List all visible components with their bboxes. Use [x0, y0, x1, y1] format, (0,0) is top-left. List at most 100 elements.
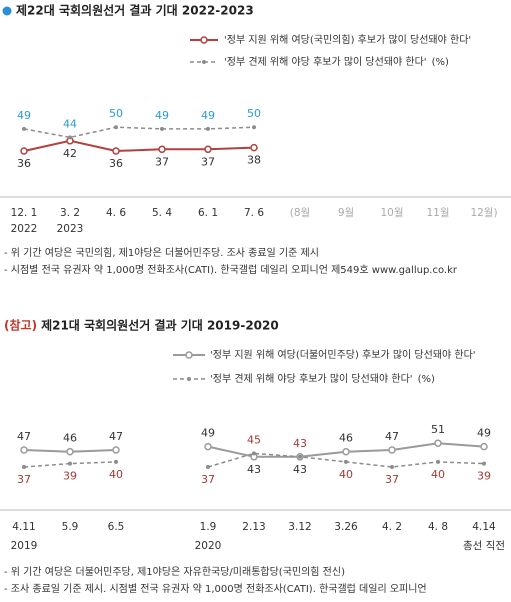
point — [390, 465, 394, 469]
chart-title: 제22대 국회의원선거 결과 기대 2022-2023 — [16, 3, 254, 18]
chart-title: 제21대 국회의원선거 결과 기대 2019-2020 — [41, 318, 279, 333]
x-tick-label: 4. 6 — [106, 207, 126, 219]
data-label: 49 — [201, 109, 215, 122]
x-tick-label: 9월 — [338, 207, 354, 219]
point — [480, 442, 488, 451]
point — [206, 126, 210, 131]
legend-label: '정부 지원 위해 여당(더불어민주당) 후보가 많이 당선돼야 한다' — [210, 348, 476, 361]
point — [206, 465, 210, 469]
note: - 조사 종료일 기준 제시. 시점별 전국 유권자 약 1,000명 전화조사… — [4, 583, 427, 595]
x-tick-label: 6.5 — [108, 521, 125, 533]
data-label: 39 — [477, 470, 491, 483]
x-tick-label: 2.13 — [242, 521, 265, 533]
legend-label: '정부 지원 위해 여당(국민의힘) 후보가 많이 당선돼야 한다' — [224, 33, 471, 46]
data-label: 49 — [477, 427, 491, 440]
point — [158, 145, 166, 154]
legend-unit: (%) — [418, 374, 435, 385]
point — [114, 459, 118, 464]
point — [66, 447, 74, 456]
data-label: 43 — [247, 463, 261, 476]
data-label: 40 — [431, 468, 445, 481]
point — [22, 126, 26, 131]
point — [250, 143, 258, 152]
x-tick-label: 12. 1 — [11, 207, 38, 219]
legend-marker — [200, 36, 208, 44]
x-sublabel: 2019 — [11, 540, 38, 552]
point — [114, 125, 118, 130]
x-tick-label: 4.11 — [12, 521, 35, 533]
data-label: 50 — [109, 107, 123, 120]
data-label: 37 — [17, 473, 31, 486]
note: - 위 기간 여당은 국민의힘, 제1야당은 더불어민주당. 조사 종료일 기준… — [4, 246, 319, 259]
x-tick-label: 3.12 — [288, 521, 311, 533]
x-tick-label: (8월 — [290, 207, 310, 219]
point — [252, 451, 256, 456]
data-label: 40 — [109, 468, 123, 481]
point — [482, 461, 486, 466]
point — [342, 447, 350, 456]
data-label: 43 — [293, 463, 307, 476]
point — [344, 459, 348, 464]
point — [20, 446, 28, 454]
data-label: 36 — [17, 157, 31, 170]
title-bullet — [2, 6, 12, 16]
point — [298, 454, 302, 459]
point — [436, 459, 440, 464]
data-label: 49 — [17, 109, 31, 122]
chart-title-prefix: (참고) — [4, 318, 37, 333]
note: - 시점별 전국 유권자 약 1,000명 전화조사(CATI). 한국갤럽 데… — [4, 264, 458, 276]
point — [22, 465, 26, 469]
point — [204, 145, 212, 154]
data-label: 51 — [431, 423, 445, 436]
x-tick-label: 4. 2 — [382, 521, 402, 533]
data-label: 44 — [63, 117, 77, 130]
data-label: 47 — [17, 430, 31, 443]
x-tick-label: 3. 2 — [60, 207, 80, 219]
data-label: 49 — [155, 109, 169, 122]
data-label: 36 — [109, 157, 123, 170]
x-sublabel: 2023 — [57, 223, 84, 235]
data-label: 37 — [385, 473, 399, 486]
point — [252, 125, 256, 130]
data-label: 38 — [247, 154, 261, 167]
x-tick-label: 6. 1 — [198, 207, 218, 219]
data-label: 37 — [155, 155, 169, 168]
x-sublabel: 총선 직전 — [463, 540, 505, 552]
point — [68, 135, 72, 140]
data-label: 43 — [293, 437, 307, 450]
x-tick-label: 1.9 — [200, 521, 217, 533]
point — [112, 446, 120, 454]
x-tick-label: 11월 — [426, 207, 449, 219]
x-tick-label: 10월 — [380, 207, 403, 219]
point — [434, 439, 442, 447]
point — [204, 442, 212, 451]
point — [20, 147, 28, 155]
data-label: 46 — [63, 432, 77, 445]
data-label: 49 — [201, 427, 215, 440]
point — [160, 126, 164, 131]
series-line — [23, 139, 255, 153]
data-label: 50 — [247, 107, 261, 120]
legend-marker — [187, 377, 191, 381]
x-tick-label: 7. 6 — [244, 207, 264, 219]
data-label: 39 — [63, 470, 77, 483]
data-label: 40 — [339, 468, 353, 481]
x-sublabel: 2022 — [11, 223, 38, 235]
x-sublabel: 2020 — [195, 540, 222, 552]
legend-label: '정부 견제 위해 야당 후보가 많이 당선돼야 한다' — [210, 372, 413, 385]
point — [388, 446, 396, 454]
data-label: 45 — [247, 433, 261, 446]
data-label: 42 — [63, 147, 77, 160]
data-label: 37 — [201, 473, 215, 486]
x-tick-label: 5.9 — [62, 521, 79, 533]
point — [112, 147, 120, 155]
x-tick-label: 4.14 — [472, 521, 496, 533]
legend-unit: (%) — [432, 57, 449, 68]
x-tick-label: 3.26 — [334, 521, 358, 533]
x-tick-label: 4. 8 — [428, 521, 448, 533]
series-line — [23, 126, 255, 139]
data-label: 47 — [109, 430, 123, 443]
x-tick-label: 12월) — [470, 207, 497, 219]
data-label: 47 — [385, 430, 399, 443]
